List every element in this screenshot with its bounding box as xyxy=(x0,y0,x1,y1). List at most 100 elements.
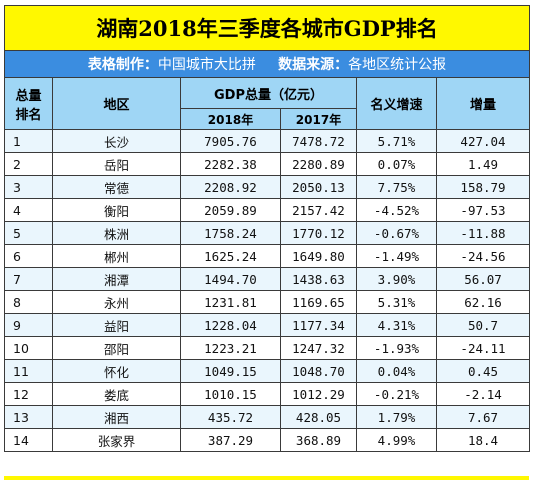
cell-gdp-2018: 1049.15 xyxy=(180,359,281,383)
cell-increase: -24.11 xyxy=(435,336,531,360)
header-increase: 增量 xyxy=(435,77,531,130)
header-growth: 名义增速 xyxy=(356,77,437,130)
cell-gdp-2017: 1649.80 xyxy=(280,244,357,268)
cell-rank: 3 xyxy=(4,175,53,199)
cell-rank: 10 xyxy=(4,336,53,360)
cell-growth: 5.31% xyxy=(356,290,437,314)
cell-region: 张家界 xyxy=(52,428,181,452)
cell-gdp-2018: 1228.04 xyxy=(180,313,281,337)
cell-growth: -0.21% xyxy=(356,382,437,406)
cell-gdp-2017: 1169.65 xyxy=(280,290,357,314)
header-gdp-total: GDP总量（亿元） xyxy=(180,77,357,109)
table-row: 9 益阳 1228.04 1177.34 4.31% 50.7 xyxy=(4,313,531,337)
cell-growth: 3.90% xyxy=(356,267,437,291)
table-row: 2 岳阳 2282.38 2280.89 0.07% 1.49 xyxy=(4,152,531,176)
cell-rank: 8 xyxy=(4,290,53,314)
cell-gdp-2018: 387.29 xyxy=(180,428,281,452)
header-2017: 2017年 xyxy=(280,108,357,130)
page-title: 湖南2018年三季度各城市GDP排名 xyxy=(3,5,531,51)
cell-region: 郴州 xyxy=(52,244,181,268)
cell-gdp-2017: 2280.89 xyxy=(280,152,357,176)
table-row: 6 郴州 1625.24 1649.80 -1.49% -24.56 xyxy=(4,244,531,268)
header-rank-line2: 排名 xyxy=(15,107,42,123)
cell-gdp-2018: 1010.15 xyxy=(180,382,281,406)
cell-growth: -1.49% xyxy=(356,244,437,268)
cell-rank: 13 xyxy=(4,405,53,429)
cell-increase: -24.56 xyxy=(435,244,531,268)
cell-gdp-2018: 1625.24 xyxy=(180,244,281,268)
cell-growth: 4.99% xyxy=(356,428,437,452)
table-row: 13 湘西 435.72 428.05 1.79% 7.67 xyxy=(4,405,531,429)
cell-region: 株洲 xyxy=(52,221,181,245)
bottom-yellow-strip xyxy=(4,476,529,480)
cell-gdp-2018: 1494.70 xyxy=(180,267,281,291)
cell-region: 湘潭 xyxy=(52,267,181,291)
cell-region: 怀化 xyxy=(52,359,181,383)
cell-gdp-2017: 1438.63 xyxy=(280,267,357,291)
cell-growth: 0.07% xyxy=(356,152,437,176)
cell-rank: 5 xyxy=(4,221,53,245)
cell-rank: 11 xyxy=(4,359,53,383)
cell-growth: -0.67% xyxy=(356,221,437,245)
cell-gdp-2018: 1758.24 xyxy=(180,221,281,245)
cell-increase: 50.7 xyxy=(435,313,531,337)
table-row: 11 怀化 1049.15 1048.70 0.04% 0.45 xyxy=(4,359,531,383)
cell-increase: -11.88 xyxy=(435,221,531,245)
table-row: 1 长沙 7905.76 7478.72 5.71% 427.04 xyxy=(4,129,531,153)
cell-region: 衡阳 xyxy=(52,198,181,222)
table-row: 12 娄底 1010.15 1012.29 -0.21% -2.14 xyxy=(4,382,531,406)
cell-increase: -2.14 xyxy=(435,382,531,406)
cell-growth: -1.93% xyxy=(356,336,437,360)
header-2018: 2018年 xyxy=(180,108,281,130)
cell-gdp-2017: 2157.42 xyxy=(280,198,357,222)
cell-rank: 9 xyxy=(4,313,53,337)
source-label: 数据来源： xyxy=(278,57,349,73)
cell-rank: 4 xyxy=(4,198,53,222)
cell-gdp-2018: 2208.92 xyxy=(180,175,281,199)
cell-growth: 1.79% xyxy=(356,405,437,429)
subtitle-bar: 表格制作：中国城市大比拼 数据来源：各地区统计公报 xyxy=(3,50,531,78)
cell-gdp-2017: 428.05 xyxy=(280,405,357,429)
cell-growth: 5.71% xyxy=(356,129,437,153)
cell-rank: 14 xyxy=(4,428,53,452)
cell-rank: 6 xyxy=(4,244,53,268)
table-row: 14 张家界 387.29 368.89 4.99% 18.4 xyxy=(4,428,531,452)
source-value: 各地区统计公报 xyxy=(348,57,447,73)
cell-region: 娄底 xyxy=(52,382,181,406)
maker-value: 中国城市大比拼 xyxy=(157,57,256,73)
cell-rank: 7 xyxy=(4,267,53,291)
cell-gdp-2017: 1048.70 xyxy=(280,359,357,383)
cell-gdp-2018: 2282.38 xyxy=(180,152,281,176)
cell-gdp-2018: 1231.81 xyxy=(180,290,281,314)
cell-region: 永州 xyxy=(52,290,181,314)
table-row: 4 衡阳 2059.89 2157.42 -4.52% -97.53 xyxy=(4,198,531,222)
cell-increase: -97.53 xyxy=(435,198,531,222)
cell-increase: 62.16 xyxy=(435,290,531,314)
cell-increase: 427.04 xyxy=(435,129,531,153)
cell-region: 长沙 xyxy=(52,129,181,153)
cell-gdp-2018: 2059.89 xyxy=(180,198,281,222)
cell-gdp-2017: 2050.13 xyxy=(280,175,357,199)
cell-gdp-2017: 1247.32 xyxy=(280,336,357,360)
header-rank-line1: 总量 xyxy=(15,88,42,104)
cell-gdp-2017: 1770.12 xyxy=(280,221,357,245)
header-region: 地区 xyxy=(52,77,181,130)
cell-rank: 12 xyxy=(4,382,53,406)
gdp-ranking-table: 湖南2018年三季度各城市GDP排名 表格制作：中国城市大比拼 数据来源：各地区… xyxy=(3,5,531,452)
cell-growth: 4.31% xyxy=(356,313,437,337)
cell-increase: 18.4 xyxy=(435,428,531,452)
cell-gdp-2017: 7478.72 xyxy=(280,129,357,153)
table-row: 3 常德 2208.92 2050.13 7.75% 158.79 xyxy=(4,175,531,199)
table-row: 5 株洲 1758.24 1770.12 -0.67% -11.88 xyxy=(4,221,531,245)
cell-region: 常德 xyxy=(52,175,181,199)
cell-growth: -4.52% xyxy=(356,198,437,222)
cell-gdp-2018: 1223.21 xyxy=(180,336,281,360)
table-row: 8 永州 1231.81 1169.65 5.31% 62.16 xyxy=(4,290,531,314)
cell-rank: 1 xyxy=(4,129,53,153)
header-rank: 总量 排名 xyxy=(4,77,53,130)
cell-growth: 0.04% xyxy=(356,359,437,383)
cell-gdp-2017: 1177.34 xyxy=(280,313,357,337)
cell-gdp-2018: 435.72 xyxy=(180,405,281,429)
cell-growth: 7.75% xyxy=(356,175,437,199)
